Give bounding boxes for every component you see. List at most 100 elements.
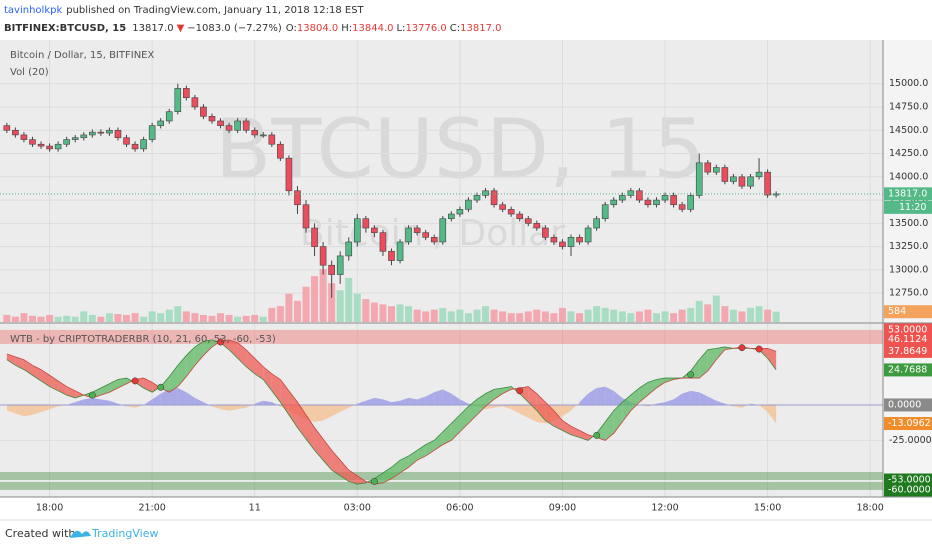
- band: [417, 444, 426, 461]
- last-price-label-box: [884, 187, 932, 201]
- volume-bar: [464, 313, 472, 322]
- candle-body: [379, 232, 387, 252]
- volume-bar: [396, 304, 404, 322]
- candle-body: [200, 106, 207, 117]
- histogram-area: [374, 397, 383, 405]
- volume-bar: [550, 313, 558, 322]
- histogram-area: [41, 404, 50, 413]
- histogram-area: [502, 404, 512, 410]
- band: [639, 382, 648, 403]
- volume-bar: [114, 314, 122, 322]
- volume-bar: [20, 313, 28, 322]
- band: [186, 346, 195, 377]
- volume-bar: [311, 276, 319, 322]
- volume-bar: [276, 306, 284, 322]
- histogram-area: [6, 404, 16, 414]
- published: published on TradingView.com, January 11…: [66, 5, 364, 16]
- candle-body: [97, 131, 105, 134]
- volume-bar: [661, 311, 669, 322]
- histogram-area: [767, 404, 777, 424]
- band: [331, 450, 341, 476]
- volume-bar: [46, 314, 54, 322]
- cross-dot: [217, 338, 224, 346]
- candle-body: [285, 157, 293, 192]
- arrow: ▼: [177, 23, 185, 34]
- histogram-area: [673, 393, 683, 405]
- histogram-area: [365, 397, 375, 405]
- band: [49, 375, 59, 391]
- y-tick-label: 15000.0: [889, 78, 928, 89]
- candle-body: [354, 218, 361, 243]
- band: [23, 359, 33, 376]
- candle-body: [165, 111, 173, 122]
- candle-body: [157, 120, 165, 126]
- author[interactable]: tavinholkpk: [4, 5, 62, 16]
- level-label: -60.0000: [888, 484, 931, 495]
- candle-body: [345, 241, 353, 257]
- candle-body: [456, 209, 464, 215]
- candle-body: [371, 227, 378, 233]
- histogram-area: [340, 404, 349, 413]
- candle-body: [755, 171, 763, 178]
- candle-body: [687, 195, 694, 210]
- volume-bar: [88, 314, 96, 322]
- candle-body: [601, 204, 609, 219]
- band: [408, 450, 418, 468]
- candle-body: [499, 204, 506, 210]
- footer-brand[interactable]: TradingView: [91, 527, 158, 540]
- histogram-area: [716, 400, 725, 405]
- candle-body: [20, 134, 28, 140]
- x-tick-label: 12:00: [651, 503, 678, 514]
- candle-body: [29, 139, 36, 145]
- level-label-box: [884, 323, 932, 337]
- band: [357, 475, 366, 485]
- histogram-area: [152, 393, 161, 405]
- band: [485, 389, 495, 407]
- y-tick-label: 14000.0: [889, 171, 928, 182]
- candle-body: [695, 162, 703, 196]
- last-value-label: 0.0000: [888, 399, 921, 410]
- y-tick-label: 13250.0: [889, 241, 928, 252]
- band: [425, 440, 435, 456]
- volume-bar: [755, 306, 763, 322]
- histogram-area: [237, 404, 247, 410]
- histogram-area: [733, 404, 742, 408]
- ohlc-label: O:: [286, 23, 297, 34]
- y-tick-label: 14500.0: [889, 125, 928, 136]
- candle-body: [490, 190, 498, 206]
- ohlc-label: L:: [396, 23, 405, 34]
- volume-bar: [123, 314, 131, 322]
- volume-label: 584: [888, 306, 906, 317]
- band: [707, 348, 717, 372]
- volume-bar: [28, 315, 36, 322]
- histogram-area: [177, 387, 187, 405]
- band: [382, 467, 392, 483]
- candle-body: [294, 190, 301, 206]
- volume-bar: [524, 311, 532, 322]
- candle-body: [183, 88, 190, 99]
- histogram-area: [519, 404, 529, 418]
- histogram-area: [382, 399, 392, 405]
- histogram-area: [49, 404, 59, 410]
- band: [263, 366, 272, 391]
- histogram-area: [100, 399, 110, 405]
- level-band: [0, 472, 883, 481]
- band: [468, 399, 477, 424]
- histogram-area: [66, 402, 76, 405]
- volume-bar: [387, 306, 395, 322]
- volume-bar: [353, 293, 361, 322]
- histogram-area: [357, 400, 366, 405]
- change: −1083.0 (−7.27%): [187, 23, 282, 34]
- volume-bar: [370, 302, 378, 322]
- y-tick-label: 13000.0: [889, 264, 928, 275]
- last-value-label: 24.7688: [888, 364, 927, 375]
- volume-bar: [191, 313, 199, 322]
- histogram-area: [186, 392, 195, 405]
- volume-bar: [302, 286, 310, 322]
- band: [246, 349, 255, 374]
- candle-body: [191, 97, 199, 108]
- volume-bar: [234, 316, 242, 322]
- candle-body: [174, 88, 182, 112]
- histogram-area: [126, 404, 136, 408]
- histogram-area: [160, 389, 170, 405]
